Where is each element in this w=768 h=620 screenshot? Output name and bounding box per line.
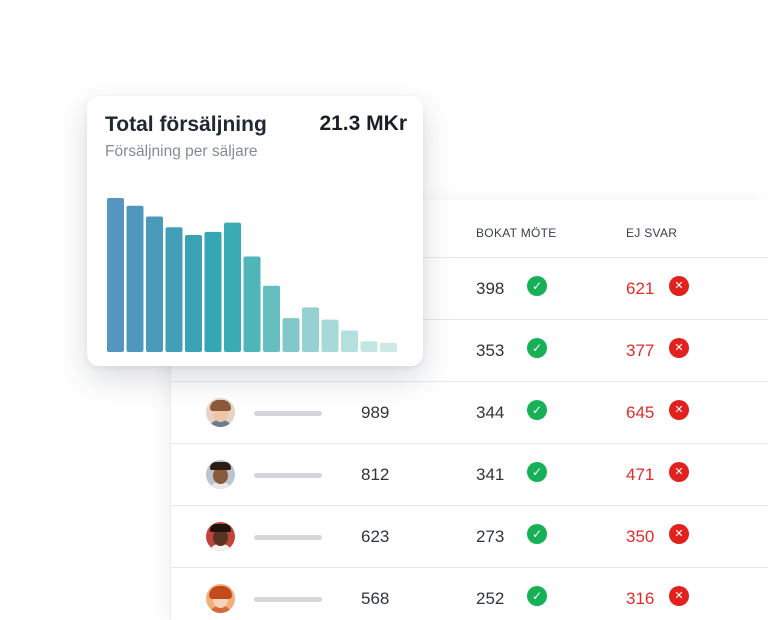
chart-bar-5 — [185, 234, 202, 352]
cell-total: 989 — [361, 403, 390, 422]
chart-bar-12 — [321, 319, 339, 352]
chart-bar-9 — [263, 285, 280, 352]
column-header-booked: BOKAT MÖTE — [476, 226, 557, 240]
avatar — [206, 522, 235, 551]
chart-bar-1 — [107, 198, 124, 352]
column-header-noreply: EJ SVAR — [626, 226, 678, 240]
cell-booked: 341 — [476, 465, 505, 484]
cell-noreply: 471 — [626, 465, 655, 484]
chart-bar-2 — [126, 205, 144, 352]
sales-chart-card: Total försäljning 21.3 MKr Försäljning p… — [87, 96, 423, 366]
name-placeholder-bar — [254, 473, 322, 478]
check-circle-icon: ✓ — [527, 462, 547, 482]
table-row[interactable]: 398 ✓ 621 ✕ — [171, 258, 768, 320]
chart-bar-8 — [243, 256, 261, 352]
cell-noreply: 645 — [626, 403, 655, 422]
cell-booked: 353 — [476, 341, 505, 360]
x-circle-icon: ✕ — [669, 400, 689, 420]
avatar — [206, 584, 235, 613]
cell-noreply: 621 — [626, 279, 655, 298]
check-circle-icon: ✓ — [527, 524, 547, 544]
chart-bar-11 — [302, 307, 319, 352]
bar-chart — [107, 198, 397, 352]
name-placeholder-bar — [254, 411, 322, 416]
table-row[interactable]: 568 252 ✓ 316 ✕ — [171, 568, 768, 620]
chart-bar-3 — [146, 216, 163, 352]
cell-booked: 398 — [476, 279, 505, 298]
x-circle-icon: ✕ — [669, 462, 689, 482]
cell-total: 623 — [361, 527, 390, 546]
chart-bar-15 — [380, 342, 397, 352]
check-circle-icon: ✓ — [527, 400, 547, 420]
card-subtitle: Försäljning per säljare — [105, 143, 258, 160]
x-circle-icon: ✕ — [669, 586, 689, 606]
cell-booked: 273 — [476, 527, 505, 546]
card-total-value: 21.3 MKr — [319, 112, 407, 135]
check-circle-icon: ✓ — [527, 586, 547, 606]
table-row[interactable]: 812 341 ✓ 471 ✕ — [171, 444, 768, 506]
card-title: Total försäljning — [105, 113, 267, 136]
cell-total: 812 — [361, 465, 390, 484]
chart-bar-7 — [224, 222, 241, 352]
check-circle-icon: ✓ — [527, 338, 547, 358]
table-row[interactable]: 353 ✓ 377 ✕ — [171, 320, 768, 382]
name-placeholder-bar — [254, 597, 322, 602]
avatar — [206, 460, 235, 489]
x-circle-icon: ✕ — [669, 276, 689, 296]
chart-bar-14 — [360, 341, 378, 352]
chart-bar-10 — [282, 318, 300, 352]
chart-bar-4 — [165, 227, 183, 352]
x-circle-icon: ✕ — [669, 338, 689, 358]
chart-bar-6 — [204, 231, 222, 352]
cell-total: 568 — [361, 589, 390, 608]
x-circle-icon: ✕ — [669, 524, 689, 544]
table-header: BOKAT MÖTE EJ SVAR — [171, 200, 768, 258]
cell-noreply: 316 — [626, 589, 655, 608]
cell-booked: 252 — [476, 589, 505, 608]
check-circle-icon: ✓ — [527, 276, 547, 296]
table-row[interactable]: 989 344 ✓ 645 ✕ — [171, 382, 768, 444]
avatar — [206, 398, 235, 427]
cell-noreply: 350 — [626, 527, 655, 546]
cell-noreply: 377 — [626, 341, 655, 360]
cell-booked: 344 — [476, 403, 505, 422]
name-placeholder-bar — [254, 535, 322, 540]
table-row[interactable]: 623 273 ✓ 350 ✕ — [171, 506, 768, 568]
chart-bar-13 — [341, 330, 358, 352]
